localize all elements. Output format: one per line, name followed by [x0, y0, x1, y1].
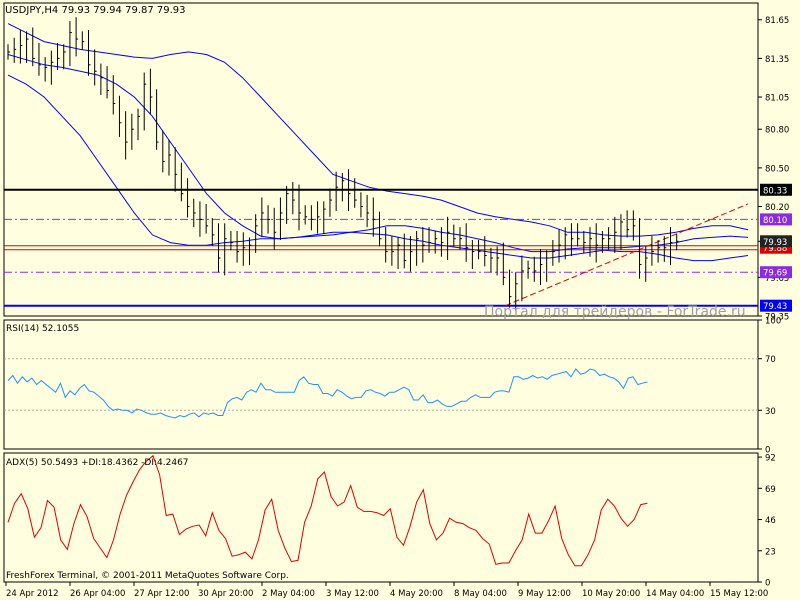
time-tick-label: 8 May 04:00 — [454, 589, 507, 599]
time-tick-label: 10 May 20:00 — [582, 589, 640, 599]
time-tick-label: 2 May 04:00 — [262, 589, 315, 599]
level-black-tag — [760, 183, 792, 196]
adx-line — [7, 454, 648, 567]
price-y-tick-label: 80.20 — [765, 203, 789, 213]
level-purple-upper-tag-label: 80.10 — [763, 216, 787, 226]
adx-header: ADX(5) 50.5493 +DI:18.4362 -DI:4.2467 — [6, 458, 189, 468]
time-tick-label: 3 May 12:00 — [326, 589, 379, 599]
level-purple-upper-tag — [760, 213, 792, 226]
level-red-tag-label: 79.88 — [763, 244, 787, 254]
price-y-tick-label: 79.35 — [765, 313, 789, 323]
adx-y-tick-label: 46 — [765, 516, 776, 526]
price-y-tick-label: 81.35 — [765, 55, 789, 65]
level-black-tag-label: 80.33 — [763, 186, 787, 196]
time-tick-label: 15 May 12:00 — [710, 589, 768, 599]
time-tick-label: 4 May 20:00 — [390, 589, 443, 599]
time-tick-label: 24 Apr 2012 — [6, 589, 59, 599]
copyright: FreshForex Terminal, © 2001-2011 MetaQuo… — [6, 571, 289, 581]
rsi-y-tick-label: 100 — [765, 317, 781, 327]
adx-panel[interactable]: 92 69 46 23 0 — [3, 452, 776, 589]
level-blue-tag — [760, 299, 792, 312]
price-y-tick-label: 80.80 — [765, 126, 789, 136]
price-y-tick-label: 81.65 — [765, 16, 789, 26]
current-price-tag — [760, 235, 792, 248]
adx-y-tick-label: 92 — [765, 454, 776, 464]
rsi-panel[interactable]: 100 70 30 0 — [3, 317, 781, 456]
bollinger-middle-line — [7, 54, 749, 253]
time-axis: 24 Apr 2012 26 Apr 04:00 27 Apr 12:00 30 Ap… — [5, 582, 768, 599]
rsi-y-tick-label: 0 — [765, 446, 770, 456]
price-panel[interactable]: 81.65 81.35 81.05 80.80 80.50 80.20 79.93 79.65… — [3, 2, 792, 323]
adx-y-tick-label: 69 — [765, 485, 776, 495]
rsi-plot-frame — [3, 319, 759, 450]
time-tick-label: 27 Apr 12:00 — [134, 589, 189, 599]
rsi-y-tick-label: 30 — [765, 407, 776, 417]
main-header: USDJPY,H4 79.93 79.94 79.87 79.93 — [5, 5, 186, 16]
time-tick-label: 30 Apr 20:00 — [198, 589, 253, 599]
price-plot-frame — [3, 2, 759, 317]
adx-y-tick-label: 0 — [765, 579, 770, 589]
time-tick-label: 26 Apr 04:00 — [70, 589, 125, 599]
price-y-tick-label: 79.65 — [765, 274, 789, 284]
adx-y-tick-label: 23 — [765, 547, 776, 557]
level-blue-tag-label: 79.43 — [763, 302, 787, 312]
price-y-tick-label: 80.50 — [765, 164, 789, 174]
level-purple-lower-tag-label: 79.69 — [763, 269, 787, 279]
adx-plot-frame — [3, 452, 759, 583]
trendline — [505, 203, 749, 307]
time-tick-label: 9 May 12:00 — [518, 589, 571, 599]
level-purple-lower-tag — [760, 266, 792, 279]
bollinger-lower-line — [7, 74, 749, 262]
rsi-line — [7, 368, 648, 419]
watermark: Портал для трейдеров - ForTrade.ru — [484, 304, 746, 320]
rsi-y-tick-label: 70 — [765, 355, 776, 365]
time-tick-label: 14 May 04:00 — [646, 589, 704, 599]
price-y-tick-label: 81.05 — [765, 94, 789, 104]
rsi-header: RSI(14) 52.1055 — [6, 324, 79, 334]
current-price-tag-label: 79.93 — [763, 238, 787, 248]
